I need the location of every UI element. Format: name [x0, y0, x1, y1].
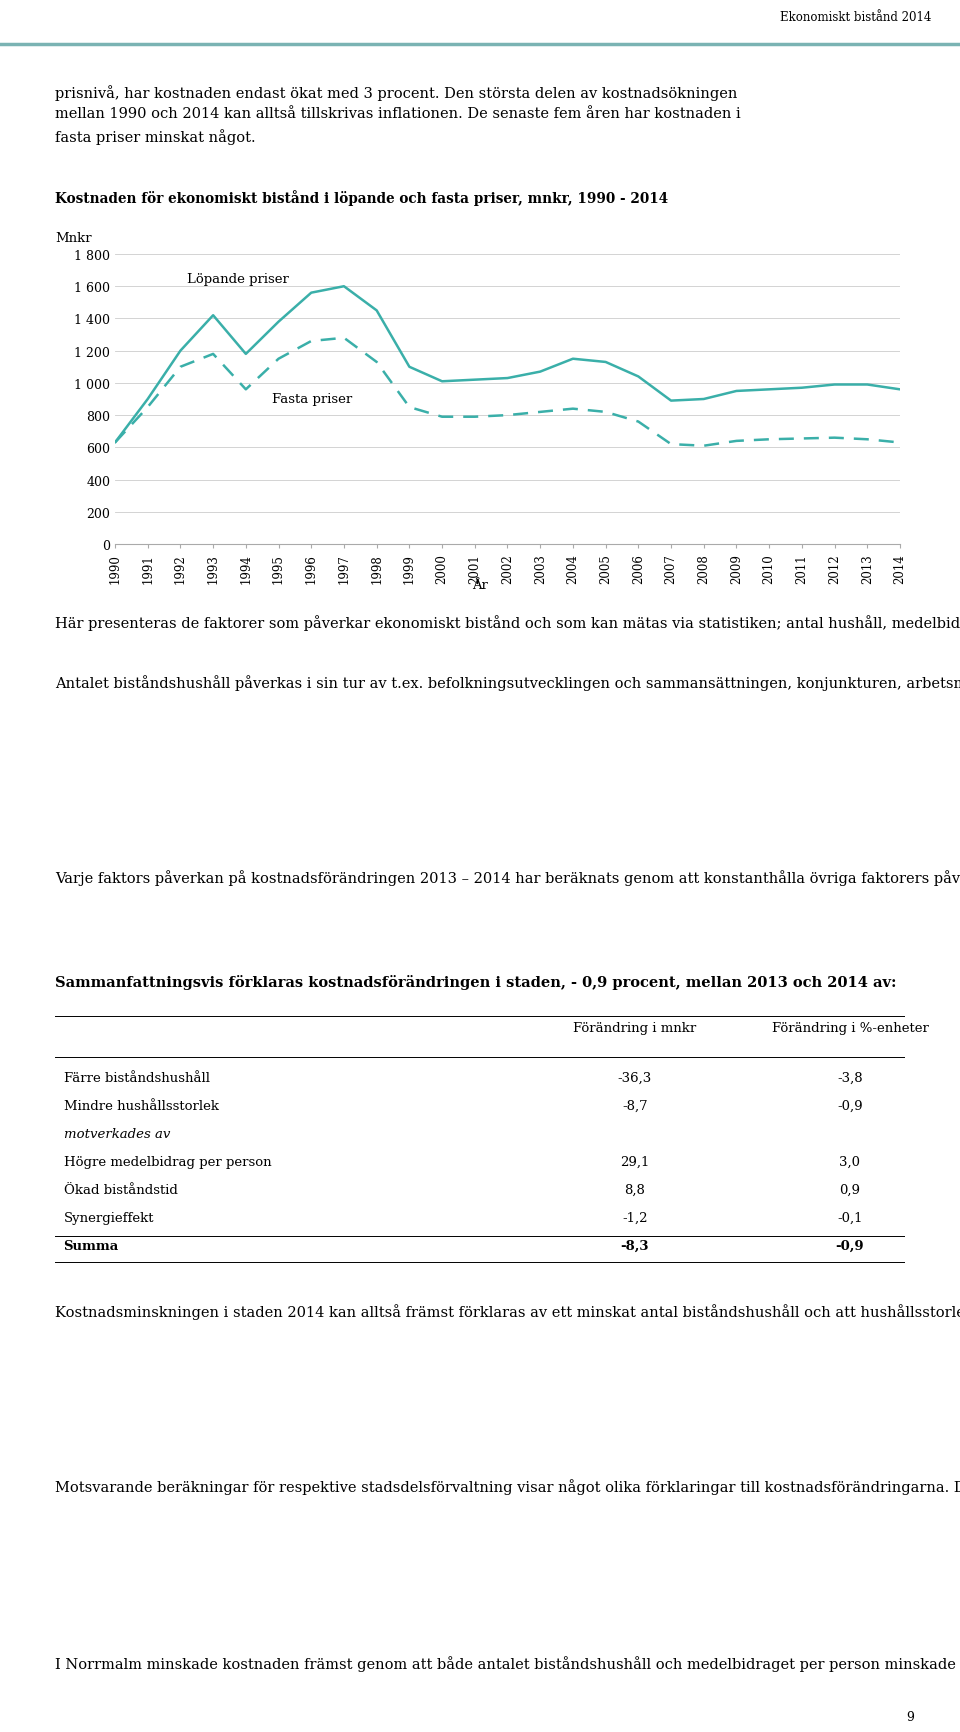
Text: Färre biståndshushåll: Färre biståndshushåll: [63, 1072, 209, 1084]
Text: Här presenteras de faktorer som påverkar ekonomiskt bistånd och som kan mätas vi: Här presenteras de faktorer som påverkar…: [55, 615, 960, 630]
Text: Förändring i %-enheter: Förändring i %-enheter: [772, 1022, 928, 1034]
Text: -1,2: -1,2: [622, 1211, 648, 1225]
Text: Mnkr: Mnkr: [55, 232, 91, 246]
Text: Varje faktors påverkan på kostnadsförändringen 2013 – 2014 har beräknats genom a: Varje faktors påverkan på kostnadsföränd…: [55, 869, 960, 885]
Text: -0,1: -0,1: [837, 1211, 863, 1225]
Text: 3,0: 3,0: [839, 1155, 860, 1169]
Text: -3,8: -3,8: [837, 1072, 863, 1084]
Text: Motsvarande beräkningar för respektive stadsdelsförvaltning visar något olika fö: Motsvarande beräkningar för respektive s…: [55, 1477, 960, 1495]
Text: Ökad biståndstid: Ökad biståndstid: [63, 1183, 178, 1197]
Text: Kostnadsminskningen i staden 2014 kan alltså främst förklaras av ett minskat ant: Kostnadsminskningen i staden 2014 kan al…: [55, 1302, 960, 1320]
Text: Kostnaden för ekonomiskt bistånd i löpande och fasta priser, mnkr, 1990 - 2014: Kostnaden för ekonomiskt bistånd i löpan…: [55, 191, 668, 206]
Text: År: År: [472, 578, 488, 592]
Text: -8,7: -8,7: [622, 1100, 648, 1112]
Text: -0,9: -0,9: [836, 1240, 864, 1252]
Text: -0,9: -0,9: [837, 1100, 863, 1112]
Text: Fasta priser: Fasta priser: [272, 393, 352, 405]
Text: I Norrmalm minskade kostnaden främst genom att både antalet biståndshushåll och : I Norrmalm minskade kostnaden främst gen…: [55, 1656, 960, 1671]
Text: Sammanfattningsvis förklaras kostnadsförändringen i staden, - 0,9 procent, mella: Sammanfattningsvis förklaras kostnadsför…: [55, 975, 897, 989]
Text: Förändring i mnkr: Förändring i mnkr: [573, 1022, 697, 1034]
Text: 8,8: 8,8: [625, 1183, 645, 1197]
Text: Summa: Summa: [63, 1240, 119, 1252]
Text: Mindre hushållsstorlek: Mindre hushållsstorlek: [63, 1100, 219, 1112]
Text: -36,3: -36,3: [618, 1072, 652, 1084]
Text: Synergieffekt: Synergieffekt: [63, 1211, 154, 1225]
Text: -8,3: -8,3: [621, 1240, 649, 1252]
Text: 29,1: 29,1: [620, 1155, 650, 1169]
Text: motverkades av: motverkades av: [63, 1128, 170, 1141]
Text: Antalet biståndshushåll påverkas i sin tur av t.ex. befolkningsutvecklingen och : Antalet biståndshushåll påverkas i sin t…: [55, 674, 960, 691]
Text: Ekonomiskt bistånd 2014: Ekonomiskt bistånd 2014: [780, 10, 931, 24]
Text: 9: 9: [906, 1711, 914, 1723]
Text: 0,9: 0,9: [839, 1183, 860, 1197]
Text: Högre medelbidrag per person: Högre medelbidrag per person: [63, 1155, 271, 1169]
Text: Löpande priser: Löpande priser: [187, 272, 289, 286]
Text: prisnivå, har kostnaden endast ökat med 3 procent. Den största delen av kostnads: prisnivå, har kostnaden endast ökat med …: [55, 85, 741, 145]
